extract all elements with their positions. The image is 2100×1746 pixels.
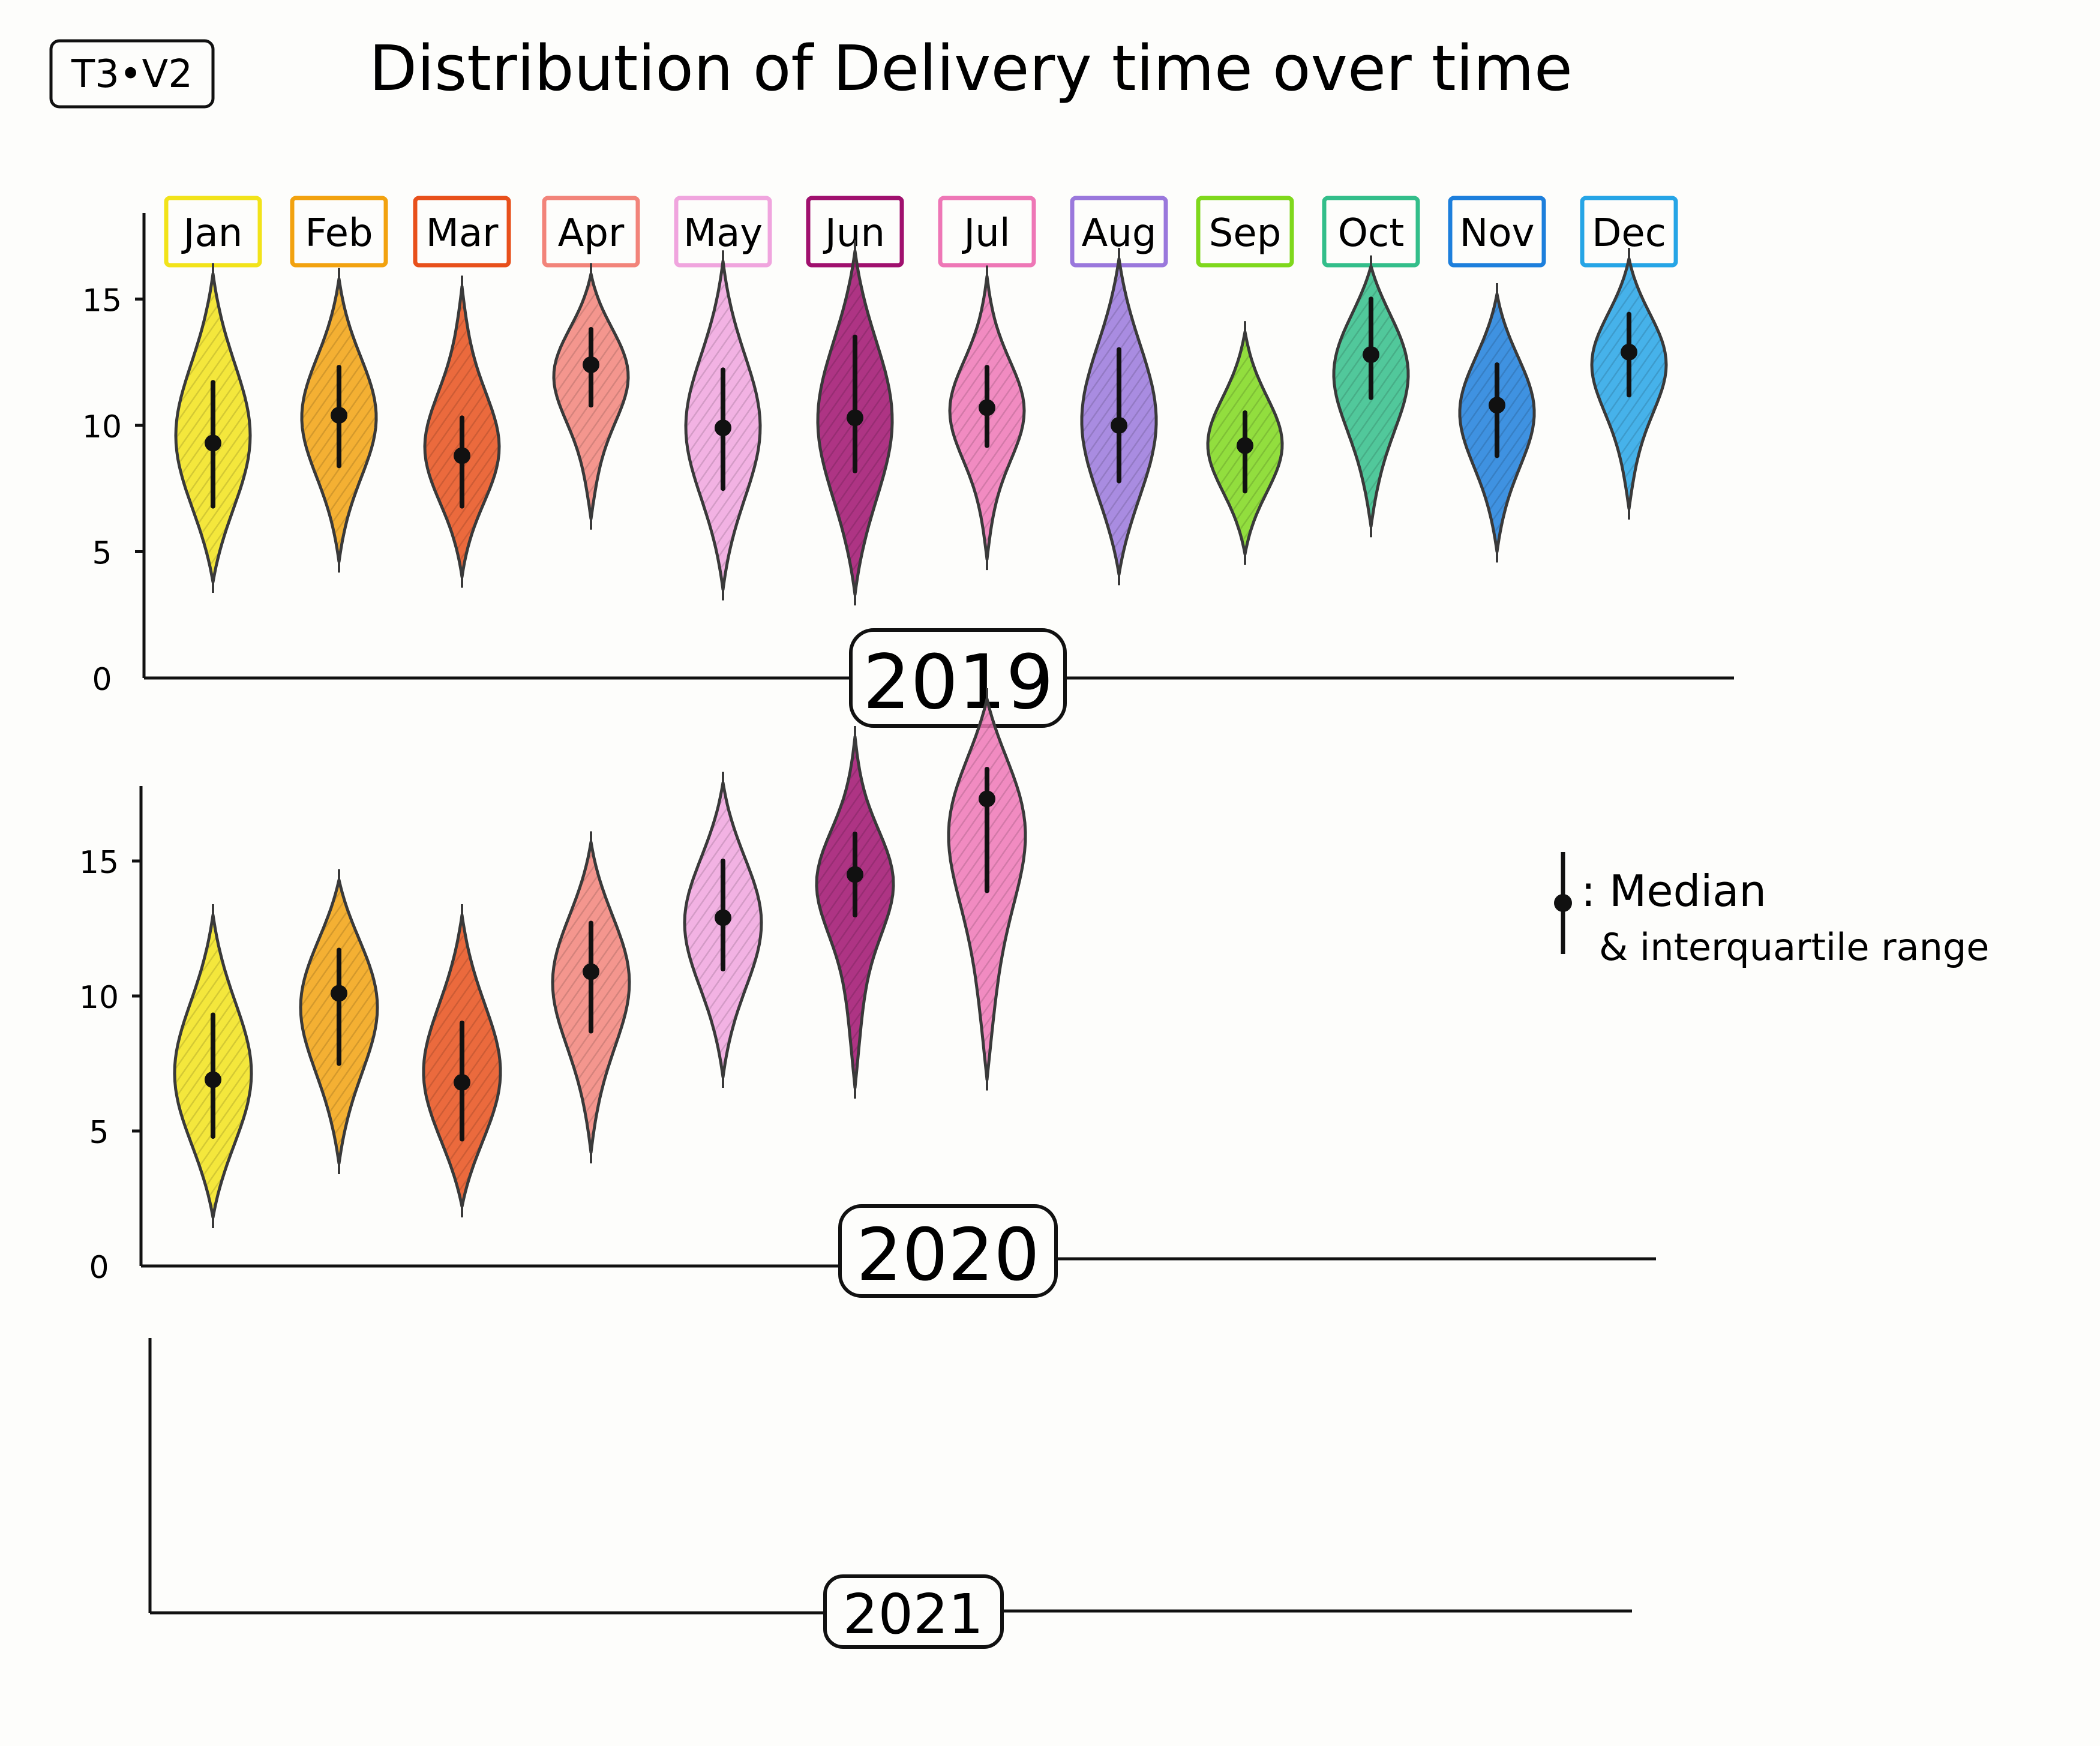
median-dot <box>205 1071 221 1088</box>
median-dot <box>331 407 347 424</box>
violin-may <box>684 250 762 601</box>
legend-iqr-label: & interquartile range <box>1599 925 1989 969</box>
panel-2021-axes <box>148 1338 1632 1615</box>
panel-2020-year: 2020 <box>856 1214 1039 1297</box>
legend-median-label: : Median <box>1581 866 1766 916</box>
violin-mar <box>423 275 501 588</box>
median-dot <box>715 909 731 926</box>
violin-aug <box>1080 248 1158 586</box>
median-dot <box>715 419 731 437</box>
month-label-jan: Jan <box>181 211 243 256</box>
month-box-sep: Sep <box>1196 196 1294 268</box>
violin-jun <box>815 726 895 1099</box>
panel-2021-label: 2021 <box>823 1574 1004 1649</box>
month-label-mar: Mar <box>426 211 499 256</box>
violin-jan <box>174 263 252 593</box>
panel-2019-axes <box>142 213 1734 680</box>
month-legend: Jan Feb Mar Apr May Jun Jul Aug Sep Oct Nov Dec <box>164 196 1678 268</box>
violin-sep <box>1206 321 1284 565</box>
month-label-apr: Apr <box>558 211 625 256</box>
median-dot <box>1237 437 1253 454</box>
month-box-jul: Jul <box>938 196 1036 268</box>
median-dot <box>454 447 470 464</box>
y-tick-label: 15 <box>79 845 119 881</box>
panel-2020-label: 2020 <box>838 1204 1058 1298</box>
sheet-id-box: T3•V2 <box>49 39 215 109</box>
y-tick-label: 5 <box>89 1115 109 1151</box>
violin-nov <box>1458 283 1536 563</box>
median-dot <box>454 1074 470 1091</box>
median-iqr-legend: : Median & interquartile range <box>1554 852 1989 969</box>
median-dot <box>583 356 599 373</box>
median-dot <box>847 409 863 427</box>
y-tick-label: 0 <box>92 662 112 698</box>
chart-title: Distribution of Delivery time over time <box>369 32 1573 105</box>
month-label-jul: Jul <box>961 211 1010 256</box>
month-box-jan: Jan <box>164 196 262 268</box>
month-box-nov: Nov <box>1448 196 1546 268</box>
panel-2021-year: 2021 <box>843 1582 983 1646</box>
violin-jul <box>947 688 1027 1091</box>
panel-2020-violins <box>173 688 1027 1228</box>
month-box-oct: Oct <box>1322 196 1420 268</box>
violin-mar <box>422 904 502 1217</box>
y-tick-label: 10 <box>79 980 119 1016</box>
month-box-apr: Apr <box>542 196 640 268</box>
median-dot <box>1363 346 1379 364</box>
violin-feb <box>299 869 379 1174</box>
y-tick-label: 10 <box>82 409 122 445</box>
y-tick-label: 15 <box>82 283 122 319</box>
month-box-mar: Mar <box>413 196 511 268</box>
violin-dec <box>1590 248 1668 520</box>
month-label-oct: Oct <box>1338 211 1405 256</box>
violin-jun <box>816 240 894 606</box>
median-dot <box>1621 343 1637 361</box>
median-dot <box>847 866 863 883</box>
violin-oct <box>1332 255 1410 538</box>
median-dot <box>979 790 995 808</box>
median-dot <box>1111 416 1127 434</box>
median-dot <box>205 434 221 452</box>
violin-apr <box>552 263 630 530</box>
violin-jan <box>173 904 253 1228</box>
panel-2020-y-ticks: 0 5 10 15 <box>79 845 141 1286</box>
month-label-sep: Sep <box>1209 211 1282 256</box>
month-label-nov: Nov <box>1460 211 1535 256</box>
panel-2019-violins <box>174 240 1668 606</box>
legend-median-dot-icon <box>1554 894 1572 912</box>
violin-feb <box>300 268 378 573</box>
violin-apr <box>551 831 631 1163</box>
median-dot <box>1489 397 1505 414</box>
panel-2019-y-ticks: 0 5 10 15 <box>82 283 144 698</box>
median-dot <box>979 399 995 416</box>
month-label-may: May <box>683 211 763 256</box>
median-dot <box>331 985 347 1002</box>
month-box-may: May <box>674 196 772 268</box>
violin-jul <box>948 265 1026 571</box>
month-box-jun: Jun <box>806 196 904 268</box>
panel-2020-axes <box>139 786 1656 1268</box>
panel-2019-label: 2019 <box>849 628 1067 728</box>
month-label-feb: Feb <box>305 211 373 256</box>
y-tick-label: 5 <box>92 535 112 571</box>
sheet-id: T3•V2 <box>71 52 193 97</box>
month-box-feb: Feb <box>290 196 388 268</box>
median-dot <box>583 963 599 980</box>
panel-2019-year: 2019 <box>863 639 1054 726</box>
y-tick-label: 0 <box>89 1250 109 1286</box>
violin-may <box>683 772 763 1088</box>
